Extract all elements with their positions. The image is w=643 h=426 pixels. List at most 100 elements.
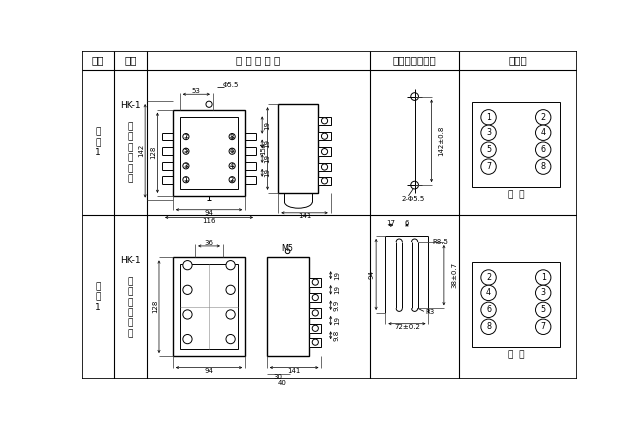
Text: R8.5: R8.5 xyxy=(432,239,448,245)
Circle shape xyxy=(536,142,551,157)
Circle shape xyxy=(322,178,328,184)
Circle shape xyxy=(536,270,551,285)
Text: 6: 6 xyxy=(230,148,235,154)
Text: 142: 142 xyxy=(138,144,144,158)
Circle shape xyxy=(229,148,235,154)
Text: 1: 1 xyxy=(541,273,546,282)
Text: 5: 5 xyxy=(541,305,546,314)
Text: 94: 94 xyxy=(204,210,213,216)
Bar xyxy=(318,147,331,156)
Text: 6: 6 xyxy=(541,145,546,154)
Text: 5: 5 xyxy=(486,145,491,154)
Circle shape xyxy=(285,249,290,253)
Text: 7: 7 xyxy=(184,134,188,140)
Circle shape xyxy=(183,334,192,344)
Text: 53: 53 xyxy=(192,88,201,94)
Circle shape xyxy=(322,164,328,170)
Text: 94: 94 xyxy=(368,270,374,279)
Text: 背  视: 背 视 xyxy=(507,350,524,359)
Text: 116: 116 xyxy=(203,218,216,224)
Text: Φ5.5: Φ5.5 xyxy=(222,82,239,88)
Text: M5: M5 xyxy=(282,244,294,253)
Text: 19: 19 xyxy=(334,271,340,280)
Bar xyxy=(318,163,331,171)
Circle shape xyxy=(312,325,318,331)
Bar xyxy=(180,265,239,349)
Text: 17: 17 xyxy=(386,220,395,226)
Bar xyxy=(278,104,318,193)
Circle shape xyxy=(312,294,318,301)
Text: 4: 4 xyxy=(230,163,234,169)
Bar xyxy=(309,308,322,317)
Circle shape xyxy=(411,181,419,189)
Text: 附
图
1: 附 图 1 xyxy=(95,127,101,157)
Text: 19: 19 xyxy=(334,316,340,325)
Circle shape xyxy=(481,142,496,157)
Text: 36: 36 xyxy=(204,240,213,246)
Text: 3: 3 xyxy=(541,288,546,297)
Circle shape xyxy=(183,177,189,183)
Circle shape xyxy=(322,133,328,139)
Circle shape xyxy=(183,261,192,270)
Circle shape xyxy=(206,101,212,107)
Circle shape xyxy=(229,133,235,140)
Circle shape xyxy=(312,339,318,345)
Text: 外 形 尺 寸 图: 外 形 尺 寸 图 xyxy=(236,55,280,65)
Bar xyxy=(471,102,560,187)
Text: 128: 128 xyxy=(152,300,158,314)
Circle shape xyxy=(226,261,235,270)
Bar xyxy=(173,109,245,196)
Circle shape xyxy=(481,109,496,125)
Text: 128: 128 xyxy=(150,146,157,159)
Text: 19: 19 xyxy=(264,154,270,163)
Bar xyxy=(309,337,322,347)
Circle shape xyxy=(481,302,496,317)
Bar xyxy=(309,293,322,302)
Text: 4: 4 xyxy=(541,128,546,137)
Text: 30: 30 xyxy=(274,374,283,380)
Circle shape xyxy=(411,93,419,101)
Text: 19: 19 xyxy=(334,285,340,294)
Text: 7: 7 xyxy=(486,162,491,171)
Bar xyxy=(173,257,245,356)
Text: 6: 6 xyxy=(404,220,409,226)
Circle shape xyxy=(481,125,496,141)
Text: 结构: 结构 xyxy=(124,55,137,65)
Text: 40: 40 xyxy=(278,380,287,386)
Bar xyxy=(318,117,331,125)
Text: 154: 154 xyxy=(260,142,266,155)
Text: 7: 7 xyxy=(541,322,546,331)
Text: 3: 3 xyxy=(184,163,188,169)
Text: HK-1

凸
出
式
前
接
线: HK-1 凸 出 式 前 接 线 xyxy=(120,101,141,183)
Text: 8: 8 xyxy=(486,322,491,331)
Bar xyxy=(309,277,322,287)
Text: 1: 1 xyxy=(184,177,188,183)
Text: 19: 19 xyxy=(264,168,270,177)
Text: 2: 2 xyxy=(541,113,546,122)
Circle shape xyxy=(481,285,496,301)
Text: 8: 8 xyxy=(541,162,546,171)
Circle shape xyxy=(481,319,496,334)
Text: 安装开孔尺寸图: 安装开孔尺寸图 xyxy=(392,55,436,65)
Bar xyxy=(318,132,331,141)
Bar xyxy=(471,262,560,347)
Text: 142±0.8: 142±0.8 xyxy=(438,126,444,156)
Circle shape xyxy=(322,118,328,124)
Text: 5: 5 xyxy=(184,148,188,154)
Circle shape xyxy=(183,310,192,319)
Circle shape xyxy=(183,163,189,169)
Circle shape xyxy=(312,310,318,316)
Text: 3: 3 xyxy=(486,128,491,137)
Text: 141: 141 xyxy=(298,213,311,219)
Text: 8: 8 xyxy=(230,134,235,140)
Text: R3: R3 xyxy=(426,309,435,315)
Circle shape xyxy=(536,285,551,301)
Circle shape xyxy=(322,149,328,155)
Text: 9.9: 9.9 xyxy=(334,299,340,311)
Text: 附
图
1: 附 图 1 xyxy=(95,282,101,312)
Text: 4: 4 xyxy=(486,288,491,297)
Circle shape xyxy=(481,270,496,285)
Text: 72±0.2: 72±0.2 xyxy=(394,324,420,330)
Text: 端子图: 端子图 xyxy=(509,55,527,65)
Text: 1: 1 xyxy=(486,113,491,122)
